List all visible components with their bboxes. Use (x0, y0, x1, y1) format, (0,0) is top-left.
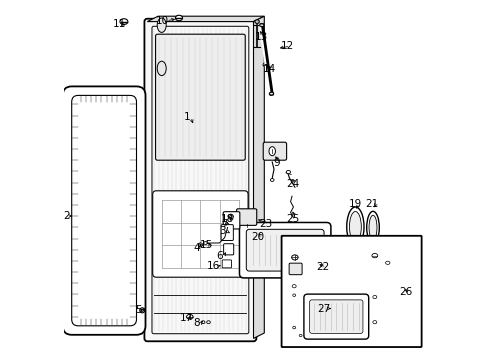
Text: 23: 23 (258, 219, 271, 229)
Ellipse shape (268, 147, 275, 156)
Ellipse shape (299, 334, 302, 337)
Text: 12: 12 (280, 41, 293, 51)
Ellipse shape (259, 24, 264, 27)
Ellipse shape (198, 243, 202, 247)
Ellipse shape (372, 295, 376, 299)
Polygon shape (253, 16, 264, 338)
Text: 14: 14 (262, 64, 275, 74)
Ellipse shape (371, 253, 377, 258)
FancyBboxPatch shape (62, 86, 145, 335)
Ellipse shape (229, 215, 232, 218)
Ellipse shape (349, 211, 361, 242)
Text: 26: 26 (398, 287, 411, 297)
Text: 24: 24 (285, 179, 298, 189)
Ellipse shape (186, 315, 193, 319)
FancyBboxPatch shape (239, 222, 330, 278)
FancyBboxPatch shape (246, 229, 324, 271)
Text: 4: 4 (193, 243, 200, 253)
FancyBboxPatch shape (144, 19, 256, 341)
Text: 3: 3 (219, 226, 226, 236)
Ellipse shape (346, 207, 363, 247)
Text: 9: 9 (273, 158, 280, 168)
Text: 18: 18 (221, 214, 234, 224)
Text: 7: 7 (220, 219, 227, 229)
Ellipse shape (372, 321, 376, 324)
Text: 5: 5 (135, 305, 142, 315)
Text: 11: 11 (112, 19, 125, 30)
Text: 17: 17 (179, 313, 192, 323)
Polygon shape (147, 16, 264, 22)
Ellipse shape (199, 244, 201, 246)
Text: 21: 21 (365, 199, 378, 210)
FancyBboxPatch shape (303, 294, 368, 339)
Ellipse shape (157, 61, 166, 76)
Text: 2: 2 (63, 211, 69, 221)
Ellipse shape (366, 211, 379, 244)
Ellipse shape (368, 215, 376, 240)
FancyBboxPatch shape (223, 212, 239, 229)
Text: 16: 16 (206, 261, 219, 271)
Ellipse shape (141, 309, 143, 311)
FancyBboxPatch shape (223, 244, 233, 255)
Ellipse shape (292, 294, 295, 297)
Ellipse shape (292, 326, 295, 329)
Text: 22: 22 (316, 262, 329, 272)
Text: 19: 19 (348, 199, 361, 210)
Ellipse shape (201, 321, 204, 324)
FancyBboxPatch shape (288, 263, 302, 275)
Text: 20: 20 (251, 232, 264, 242)
Ellipse shape (291, 255, 298, 260)
Ellipse shape (120, 19, 127, 24)
FancyBboxPatch shape (221, 225, 233, 240)
Ellipse shape (140, 308, 144, 313)
FancyBboxPatch shape (281, 236, 421, 347)
Text: 15: 15 (199, 240, 212, 250)
Ellipse shape (228, 214, 233, 219)
Ellipse shape (175, 15, 182, 21)
Text: 13: 13 (254, 32, 267, 42)
Ellipse shape (157, 18, 166, 32)
Ellipse shape (285, 170, 290, 174)
Ellipse shape (203, 242, 207, 244)
FancyBboxPatch shape (155, 34, 244, 160)
Text: 10: 10 (156, 16, 169, 26)
Ellipse shape (270, 179, 273, 181)
Ellipse shape (292, 284, 296, 288)
Text: 1: 1 (183, 112, 190, 122)
Ellipse shape (385, 261, 389, 264)
Ellipse shape (206, 321, 210, 324)
Ellipse shape (269, 92, 273, 95)
Text: 27: 27 (316, 303, 330, 314)
Ellipse shape (254, 20, 259, 23)
FancyBboxPatch shape (236, 209, 256, 225)
Text: 6: 6 (216, 251, 223, 261)
FancyBboxPatch shape (263, 142, 286, 160)
FancyBboxPatch shape (152, 191, 247, 277)
FancyBboxPatch shape (222, 260, 231, 268)
Text: 8: 8 (193, 318, 200, 328)
FancyBboxPatch shape (309, 300, 362, 333)
Ellipse shape (263, 63, 267, 67)
Text: 25: 25 (285, 214, 298, 224)
FancyBboxPatch shape (72, 95, 136, 326)
